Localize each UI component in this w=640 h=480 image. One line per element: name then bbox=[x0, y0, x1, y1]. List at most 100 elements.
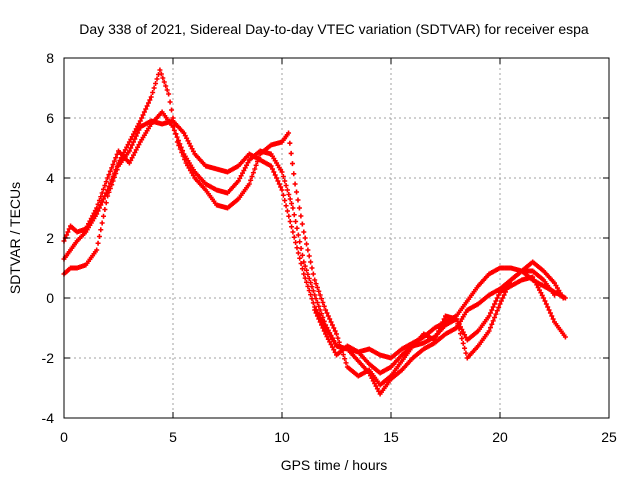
data-point bbox=[313, 281, 319, 287]
data-point bbox=[103, 179, 109, 185]
data-point bbox=[543, 301, 549, 307]
data-point bbox=[295, 232, 301, 238]
data-point bbox=[317, 319, 323, 325]
data-point bbox=[294, 225, 300, 231]
y-tick-label: 0 bbox=[46, 290, 54, 306]
data-point bbox=[537, 287, 543, 293]
data-point bbox=[252, 166, 258, 172]
data-point bbox=[319, 322, 325, 328]
data-point bbox=[182, 133, 188, 139]
data-point bbox=[320, 325, 326, 331]
data-point bbox=[552, 292, 557, 298]
data-point bbox=[109, 165, 115, 171]
data-point bbox=[287, 219, 293, 224]
data-point bbox=[324, 334, 330, 340]
data-point bbox=[237, 175, 243, 181]
data-point bbox=[441, 316, 447, 322]
y-tick-label: -4 bbox=[42, 410, 55, 426]
data-point bbox=[139, 115, 145, 121]
data-point bbox=[550, 316, 556, 322]
data-point bbox=[171, 127, 177, 133]
data-point bbox=[327, 339, 333, 345]
data-point bbox=[235, 178, 241, 184]
data-point bbox=[329, 344, 335, 350]
data-point bbox=[145, 100, 151, 106]
data-point bbox=[133, 133, 139, 139]
data-point bbox=[308, 292, 314, 298]
data-point bbox=[181, 130, 187, 136]
data-point bbox=[433, 334, 439, 340]
data-point bbox=[189, 146, 195, 152]
data-point bbox=[286, 192, 292, 197]
data-point bbox=[321, 303, 327, 309]
data-point bbox=[370, 378, 376, 384]
data-point bbox=[287, 196, 293, 202]
data-point bbox=[304, 267, 310, 273]
chart-title: Day 338 of 2021, Sidereal Day-to-day VTE… bbox=[79, 21, 589, 37]
data-point bbox=[493, 298, 499, 304]
data-point bbox=[190, 148, 196, 154]
data-point bbox=[286, 213, 292, 219]
y-axis-label: SDTVAR / TECUs bbox=[7, 182, 23, 294]
data-point bbox=[188, 143, 194, 149]
data-point bbox=[137, 118, 143, 124]
data-point bbox=[242, 165, 248, 171]
data-point bbox=[332, 328, 338, 334]
data-point bbox=[313, 310, 319, 316]
data-point bbox=[107, 168, 113, 174]
data-point bbox=[274, 175, 280, 181]
data-point bbox=[129, 142, 135, 148]
data-point bbox=[460, 329, 466, 335]
data-point bbox=[496, 304, 502, 310]
data-point bbox=[102, 183, 108, 188]
data-point bbox=[343, 360, 349, 366]
data-point bbox=[179, 150, 185, 155]
data-point bbox=[301, 271, 307, 277]
y-tick-label: 2 bbox=[46, 230, 54, 246]
data-point bbox=[151, 85, 157, 91]
data-point bbox=[272, 172, 278, 178]
data-point bbox=[140, 112, 146, 118]
data-points bbox=[61, 67, 568, 397]
data-point bbox=[186, 141, 192, 146]
data-point bbox=[182, 157, 188, 162]
data-point bbox=[98, 202, 104, 208]
data-point bbox=[292, 181, 298, 187]
data-point bbox=[542, 298, 548, 304]
data-point bbox=[136, 121, 142, 127]
data-point bbox=[304, 241, 310, 247]
data-point bbox=[319, 311, 325, 317]
data-point bbox=[299, 252, 305, 258]
data-point bbox=[462, 345, 468, 351]
data-point bbox=[325, 313, 331, 319]
data-point bbox=[253, 162, 259, 168]
data-point bbox=[110, 162, 116, 167]
data-point bbox=[496, 292, 502, 298]
data-point bbox=[110, 178, 116, 184]
data-point bbox=[492, 301, 498, 307]
data-point bbox=[487, 310, 493, 316]
data-point bbox=[271, 169, 277, 175]
data-point bbox=[335, 335, 341, 341]
data-point bbox=[132, 129, 138, 134]
data-point bbox=[437, 325, 443, 331]
data-point bbox=[111, 174, 117, 180]
data-point bbox=[113, 155, 119, 161]
data-point bbox=[283, 183, 289, 188]
data-point bbox=[114, 167, 120, 173]
data-point bbox=[297, 255, 303, 261]
data-point bbox=[96, 198, 102, 203]
x-tick-label: 5 bbox=[169, 429, 177, 445]
data-point bbox=[279, 169, 285, 175]
data-point bbox=[494, 295, 500, 301]
data-point bbox=[328, 342, 334, 347]
data-point bbox=[283, 203, 289, 209]
data-point bbox=[106, 172, 112, 178]
data-point bbox=[98, 227, 104, 233]
data-point bbox=[282, 178, 288, 184]
data-point bbox=[373, 383, 379, 389]
data-point bbox=[328, 319, 334, 325]
data-point bbox=[141, 109, 147, 115]
data-point bbox=[490, 304, 496, 310]
x-tick-label: 15 bbox=[383, 429, 399, 445]
